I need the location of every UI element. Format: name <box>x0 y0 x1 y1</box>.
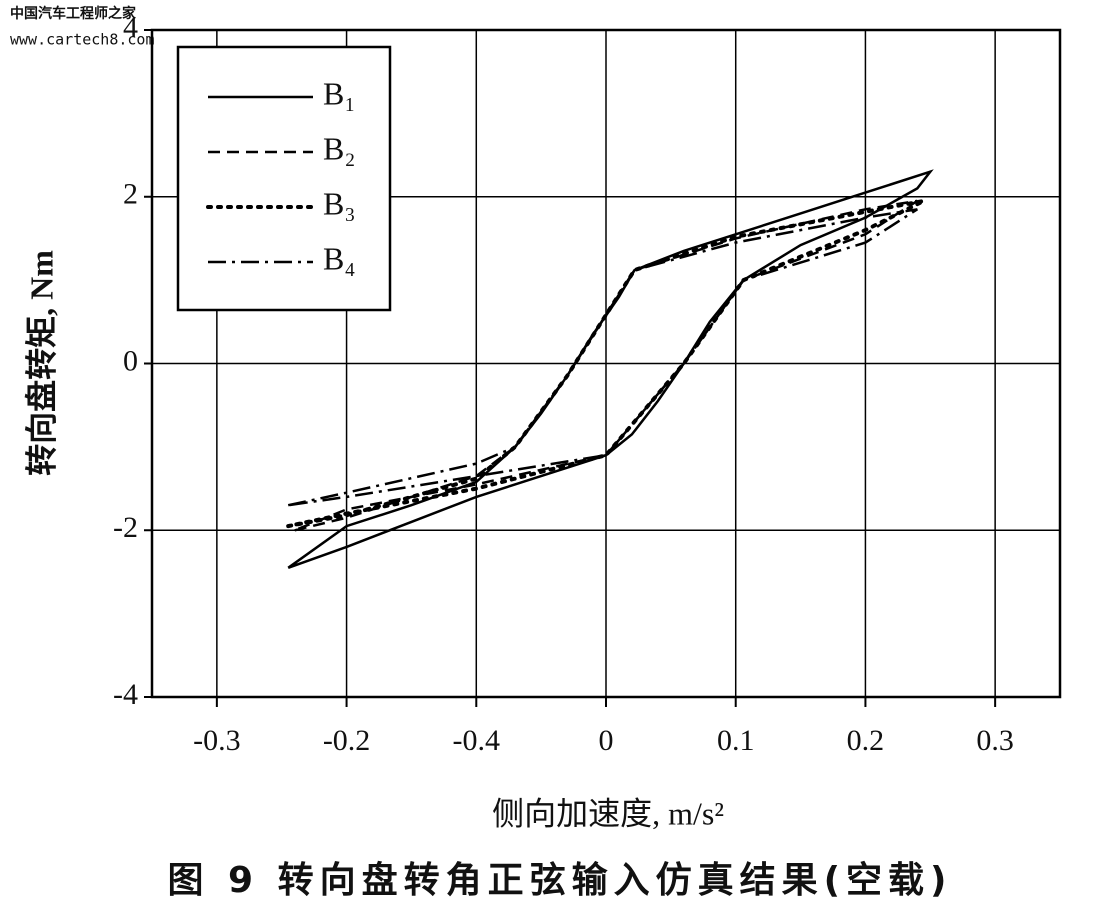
x-axis-label: 侧向加速度, m/s² <box>492 795 724 831</box>
legend-label: B₁ <box>323 75 356 111</box>
x-tick-label: 0.3 <box>976 724 1014 757</box>
y-tick-label: -2 <box>113 511 138 544</box>
legend-label: B₂ <box>323 130 356 166</box>
y-tick-label: -4 <box>113 678 138 711</box>
plot-frame <box>150 28 1062 699</box>
legend-label: B₃ <box>323 185 356 221</box>
y-tick-label: 2 <box>123 178 138 211</box>
x-tick-label: -0.2 <box>323 724 371 757</box>
x-tick-label: 0.1 <box>717 724 755 757</box>
y-axis-label: 转向盘转矩, Nm <box>23 250 59 476</box>
y-tick-label: 4 <box>123 11 138 44</box>
data-line <box>286 198 925 529</box>
watermark: www.cartech8.com <box>10 31 155 49</box>
y-tick-label: 0 <box>123 344 138 377</box>
x-tick-label: 0.2 <box>847 724 885 757</box>
chart-title: 图 9 转向盘转角正弦输入仿真结果(空载) <box>167 859 952 901</box>
watermark: 中国汽车工程师之家 <box>10 5 137 22</box>
legend-box <box>176 45 392 312</box>
x-tick-label: -0.4 <box>453 724 501 757</box>
legend-label: B₄ <box>323 240 356 276</box>
data-line <box>287 208 918 507</box>
x-tick-label: 0 <box>599 724 614 757</box>
x-tick-label: -0.3 <box>193 724 241 757</box>
